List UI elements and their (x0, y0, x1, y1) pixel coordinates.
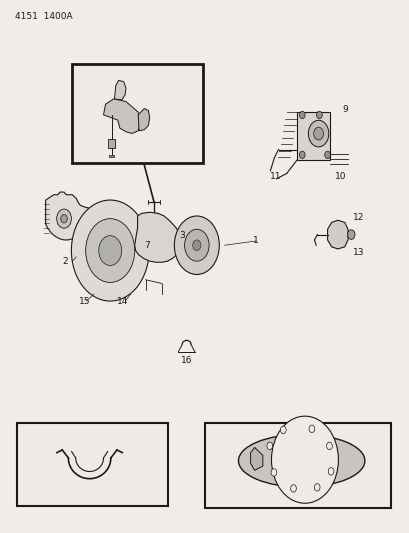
Circle shape (299, 151, 304, 159)
Circle shape (271, 416, 337, 503)
Text: 18: 18 (242, 427, 252, 437)
Text: 16: 16 (180, 356, 192, 365)
Circle shape (85, 219, 135, 282)
Bar (204, 423, 390, 508)
Text: 4: 4 (102, 127, 108, 136)
Text: 15: 15 (79, 297, 90, 306)
Polygon shape (138, 108, 149, 131)
Polygon shape (327, 220, 347, 249)
Text: 10: 10 (334, 172, 346, 181)
Circle shape (184, 229, 209, 261)
Polygon shape (45, 192, 90, 240)
Polygon shape (135, 212, 182, 262)
Text: 2: 2 (62, 257, 67, 265)
Circle shape (266, 442, 272, 450)
Text: 20: 20 (353, 427, 363, 437)
Text: 3: 3 (179, 231, 185, 240)
Circle shape (316, 111, 321, 119)
Bar (72, 64, 202, 163)
Text: 5: 5 (166, 121, 172, 130)
Text: 6: 6 (140, 92, 146, 100)
Polygon shape (103, 99, 140, 133)
Text: 13: 13 (352, 248, 364, 257)
Circle shape (324, 151, 330, 159)
Text: 3: 3 (111, 70, 117, 79)
Text: 14: 14 (117, 297, 128, 306)
Text: 4151  1400A: 4151 1400A (15, 12, 72, 21)
Circle shape (299, 111, 304, 119)
Text: 9: 9 (341, 105, 347, 114)
Circle shape (270, 469, 276, 476)
Text: 20: 20 (35, 481, 47, 490)
Bar (17, 423, 168, 506)
Circle shape (56, 209, 71, 228)
Text: 8: 8 (202, 240, 208, 249)
Polygon shape (114, 80, 126, 100)
Circle shape (280, 426, 285, 434)
Bar (108, 139, 115, 148)
Circle shape (290, 484, 296, 492)
Bar (109, 155, 114, 157)
Circle shape (174, 216, 219, 274)
Circle shape (71, 200, 148, 301)
Circle shape (61, 214, 67, 223)
Circle shape (308, 120, 328, 147)
Text: 1: 1 (253, 237, 258, 246)
Bar (296, 112, 330, 160)
Text: 11: 11 (269, 172, 281, 181)
Circle shape (347, 230, 354, 239)
Circle shape (192, 240, 200, 251)
Text: 2.6L ENGINE: 2.6L ENGINE (263, 492, 331, 503)
Circle shape (308, 425, 314, 433)
Circle shape (314, 483, 319, 491)
Circle shape (313, 127, 323, 140)
Circle shape (99, 236, 121, 265)
Polygon shape (250, 448, 262, 470)
Text: 2.2L ENGINE: 2.2L ENGINE (58, 488, 126, 498)
Text: 19: 19 (98, 429, 109, 438)
Circle shape (326, 442, 332, 450)
Text: 12: 12 (352, 213, 364, 222)
Circle shape (328, 467, 333, 475)
Ellipse shape (238, 434, 364, 487)
Text: 7: 7 (144, 241, 150, 250)
Text: 17: 17 (366, 489, 376, 498)
